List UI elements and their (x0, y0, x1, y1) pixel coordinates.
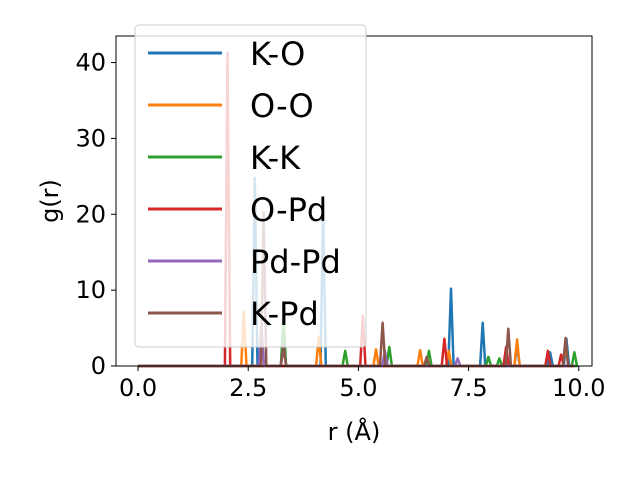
legend: K-O O-O K-K O-Pd Pd-Pd K-Pd (134, 24, 367, 348)
x-axis-label: r (Å) (328, 417, 381, 446)
y-tick-label: 20 (75, 200, 106, 228)
y-tick-label: 10 (75, 276, 106, 304)
x-tick-label: 10.0 (552, 374, 605, 402)
y-tick-label: 30 (75, 124, 106, 152)
y-axis-label: g(r) (36, 179, 64, 223)
legend-label: K-Pd (250, 295, 319, 333)
x-tick-label: 2.5 (229, 374, 267, 402)
legend-label: K-O (250, 35, 305, 73)
legend-label: O-O (250, 87, 314, 125)
legend-label: K-K (250, 139, 301, 177)
legend-label: O-Pd (250, 191, 327, 229)
x-tick-label: 7.5 (450, 374, 488, 402)
x-axis: 0.0 2.5 5.0 7.5 10.0 (119, 366, 605, 402)
y-tick-label: 0 (91, 352, 106, 380)
y-axis: 0 10 20 30 40 (75, 49, 116, 380)
x-tick-label: 0.0 (119, 374, 157, 402)
legend-label: Pd-Pd (250, 243, 341, 281)
x-tick-label: 5.0 (339, 374, 377, 402)
y-tick-label: 40 (75, 49, 106, 77)
